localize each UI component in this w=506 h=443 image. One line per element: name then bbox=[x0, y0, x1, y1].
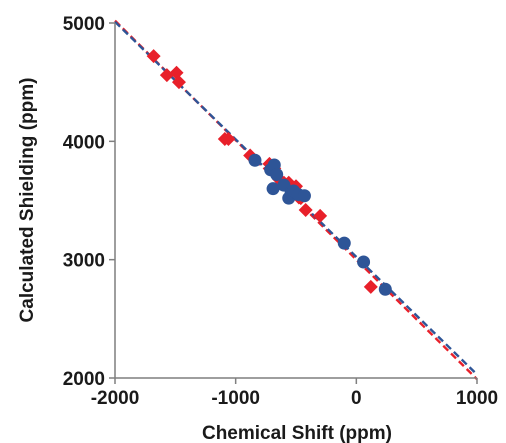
x-axis-title: Chemical Shift (ppm) bbox=[202, 423, 392, 443]
diamond-point bbox=[159, 68, 174, 83]
diamond-point bbox=[313, 208, 328, 223]
diamond-point bbox=[298, 202, 313, 217]
circle-point bbox=[266, 182, 280, 196]
circle-point bbox=[337, 236, 351, 250]
diamond-point bbox=[221, 131, 236, 146]
diamond-point bbox=[363, 279, 378, 294]
y-tick-label: 4000 bbox=[63, 132, 105, 153]
diamond-point bbox=[171, 75, 186, 90]
diamond-point bbox=[146, 49, 161, 64]
axes bbox=[114, 23, 477, 379]
circle-point bbox=[248, 153, 262, 167]
circle-point bbox=[297, 189, 311, 203]
circle-point bbox=[357, 255, 371, 269]
circle-point bbox=[270, 167, 284, 181]
fit-line-circle bbox=[114, 20, 478, 376]
y-tick-label: 2000 bbox=[63, 369, 105, 390]
x-tick-label: 0 bbox=[351, 388, 362, 409]
y-tick-label: 5000 bbox=[63, 14, 105, 35]
x-tick-label: -2000 bbox=[91, 388, 140, 409]
x-tick-label: 1000 bbox=[456, 388, 498, 409]
ticks: -2000 -1000 0 1000 2000 3000 4000 5000 bbox=[63, 14, 498, 409]
data-markers bbox=[146, 49, 392, 296]
y-axis-title: Calculated Shielding (ppm) bbox=[17, 78, 38, 323]
y-tick-label: 3000 bbox=[63, 251, 105, 272]
diamond-point bbox=[169, 65, 184, 80]
circle-point bbox=[378, 282, 392, 296]
x-tick-label: -1000 bbox=[211, 388, 260, 409]
